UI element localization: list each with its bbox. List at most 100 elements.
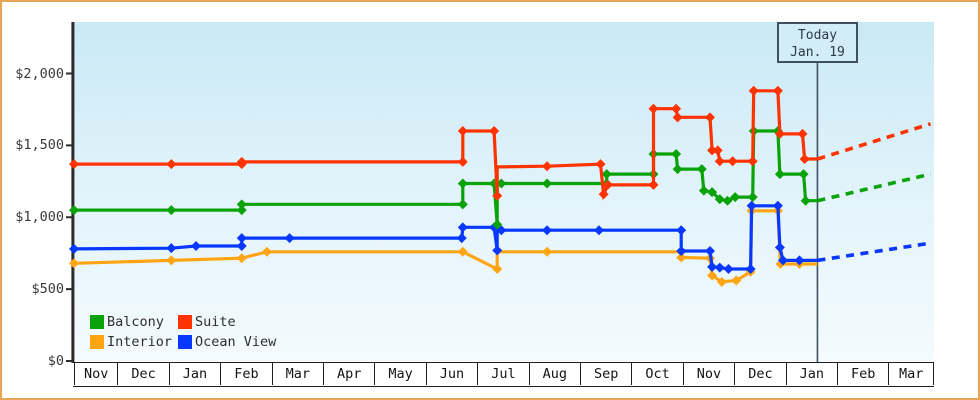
- series-ocean-view-point: [492, 245, 503, 256]
- month-axis: Nov Dec Jan Feb Mar Apr May Jun Jul Aug Sep Oct Nov D…: [73, 362, 934, 387]
- legend-swatch-ocean-view: [178, 335, 192, 349]
- month-cell-sep-10: Sep: [581, 363, 633, 385]
- series-ocean-view-point: [676, 246, 687, 257]
- month-cell-nov-0: Nov: [74, 363, 119, 385]
- series-balcony-point: [671, 149, 682, 159]
- series-suite-point: [747, 156, 758, 167]
- series-balcony-point: [601, 169, 612, 180]
- legend-label-balcony: Balcony: [107, 314, 164, 330]
- series-balcony-point: [722, 195, 733, 206]
- series-balcony-line: [74, 129, 818, 225]
- series-interior-point: [731, 275, 742, 286]
- series-suite-point: [671, 103, 682, 114]
- series-interior-point: [676, 252, 687, 263]
- series-balcony-point: [236, 199, 247, 210]
- month-cell-dec-1: Dec: [118, 363, 170, 385]
- series-ocean-view-point: [714, 262, 725, 273]
- series-suite-point: [489, 126, 500, 136]
- series-balcony-point: [696, 164, 707, 175]
- series-balcony-point: [747, 192, 758, 203]
- series-suite-point: [705, 112, 716, 123]
- series-ocean-view-point: [191, 241, 202, 251]
- y-axis-line: [71, 22, 75, 363]
- series-suite-point: [602, 179, 613, 190]
- legend-label-interior: Interior: [107, 334, 173, 350]
- series-balcony-point: [236, 205, 247, 216]
- series-balcony-point: [707, 187, 718, 198]
- month-cell-may-6: May: [375, 363, 427, 385]
- series-suite-point: [598, 189, 609, 200]
- legend-label-suite: Suite: [195, 314, 236, 330]
- series-interior-point: [716, 276, 727, 287]
- series-suite-point: [648, 179, 659, 190]
- series-interior-point: [166, 255, 177, 266]
- month-cell-mar-16: Mar: [889, 363, 934, 385]
- legend-swatch-balcony: [90, 315, 104, 329]
- series-suite-point: [68, 159, 79, 170]
- today-flag: Today Jan. 19: [777, 22, 858, 63]
- series-interior-point: [236, 253, 247, 264]
- series-suite-point: [772, 85, 783, 96]
- series-ocean-view-point: [676, 225, 687, 236]
- month-cell-aug-9: Aug: [530, 363, 581, 385]
- series-ocean-view-point: [456, 233, 467, 244]
- series-balcony-point: [672, 164, 683, 175]
- series-suite-point: [542, 161, 553, 172]
- plot-background: [74, 22, 934, 361]
- series-balcony-point: [714, 194, 725, 205]
- series-balcony-point: [492, 219, 503, 230]
- series-suite-point: [714, 156, 725, 167]
- series-ocean-view-point: [745, 264, 756, 274]
- series-ocean-view-point: [457, 222, 468, 233]
- series-balcony-point: [800, 195, 811, 206]
- y-axis-label: $1,000: [15, 209, 64, 226]
- series-suite-point: [712, 145, 723, 156]
- series-interior-point: [492, 264, 503, 274]
- month-cell-mar-4: Mar: [273, 363, 324, 385]
- series-suite-line: [74, 89, 818, 201]
- month-cell-apr-5: Apr: [324, 363, 376, 385]
- series-ocean-view-point: [68, 243, 79, 254]
- series-balcony-point: [68, 205, 79, 216]
- projection-suite: [816, 122, 932, 161]
- month-cell-oct-11: Oct: [632, 363, 684, 385]
- series-ocean-view-point: [705, 246, 716, 257]
- series-ocean-view-point: [746, 200, 757, 211]
- series-ocean-view-point: [707, 261, 718, 272]
- series-interior-point: [261, 246, 272, 257]
- series-ocean-view-point: [593, 225, 604, 236]
- series-suite-point: [799, 154, 810, 165]
- series-ocean-view-point: [284, 233, 295, 244]
- today-flag-date: Jan. 19: [790, 45, 845, 60]
- series-balcony-point: [730, 192, 741, 203]
- month-cell-nov-12: Nov: [684, 363, 736, 385]
- series-ocean-view-point: [778, 255, 789, 266]
- series-suite-point: [166, 159, 177, 170]
- series-balcony-point: [774, 169, 785, 180]
- series-ocean-view-point: [774, 242, 785, 253]
- y-axis-label: $1,500: [15, 137, 64, 154]
- month-cell-feb-15: Feb: [838, 363, 890, 385]
- month-cell-jan-2: Jan: [170, 363, 222, 385]
- today-flag-title: Today: [797, 28, 838, 43]
- series-balcony-point: [166, 205, 177, 216]
- series-ocean-view-point: [723, 264, 734, 274]
- series-ocean-view-point: [236, 233, 247, 244]
- series-suite-point: [648, 103, 659, 114]
- legend-swatch-suite: [178, 315, 192, 329]
- month-cell-jul-8: Jul: [478, 363, 530, 385]
- projection-balcony: [817, 172, 931, 203]
- y-axis-label: $2,000: [15, 65, 64, 82]
- series-suite-point: [748, 85, 759, 96]
- series-balcony-point: [457, 199, 468, 210]
- series-balcony-point: [542, 178, 553, 189]
- series-interior-point: [542, 246, 553, 257]
- month-cell-dec-13: Dec: [735, 363, 787, 385]
- y-axis-label: $0: [47, 353, 64, 369]
- month-cell-jan-14: Jan: [787, 363, 838, 385]
- series-interior-point: [68, 258, 79, 269]
- series-ocean-view-point: [794, 255, 805, 266]
- legend-label-ocean-view: Ocean View: [195, 334, 277, 350]
